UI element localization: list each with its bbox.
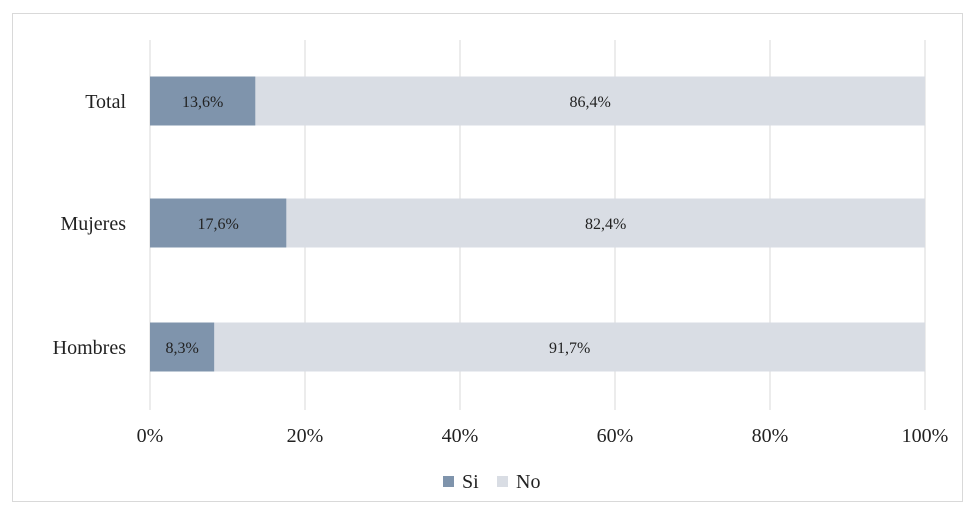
bar-no (214, 322, 925, 372)
x-tick-label: 60% (597, 425, 634, 447)
data-label: 86,4% (570, 94, 611, 111)
category-label: Mujeres (60, 213, 126, 235)
legend-swatch-si (443, 476, 454, 487)
bar-si (150, 198, 287, 248)
data-label: 13,6% (182, 94, 223, 111)
bar-no (286, 198, 925, 248)
bar-si (150, 76, 256, 126)
data-label: 82,4% (585, 216, 626, 233)
legend: Si No (443, 471, 540, 493)
bars (150, 76, 925, 372)
category-label: Total (85, 91, 126, 113)
category-label: Hombres (53, 337, 127, 359)
labels: 0% 20% 40% 60% 80% 100% Total Mujeres Hombres 13,… (53, 91, 949, 447)
data-label: 91,7% (549, 340, 590, 357)
x-tick-label: 100% (902, 425, 949, 447)
data-label: 8,3% (165, 340, 198, 357)
x-tick-label: 0% (137, 425, 164, 447)
x-tick-label: 20% (287, 425, 324, 447)
legend-label: Si (462, 471, 479, 493)
bar-si (150, 322, 215, 372)
x-tick-label: 40% (442, 425, 479, 447)
bar-no (255, 76, 925, 126)
x-tick-label: 80% (752, 425, 789, 447)
data-label: 17,6% (198, 216, 239, 233)
legend-label: No (516, 471, 540, 493)
legend-swatch-no (497, 476, 508, 487)
